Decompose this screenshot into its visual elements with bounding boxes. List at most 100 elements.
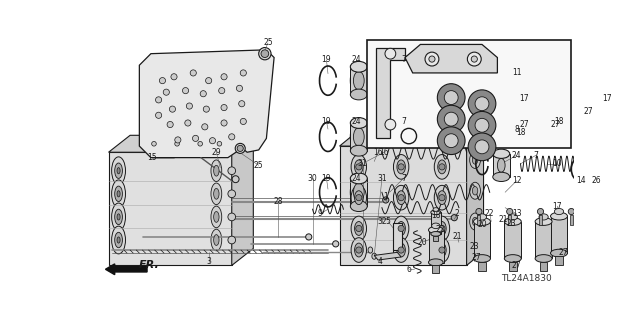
Circle shape [356,164,362,170]
Circle shape [475,140,489,154]
Circle shape [444,112,458,126]
Ellipse shape [333,241,339,247]
Text: 24: 24 [351,117,362,126]
Ellipse shape [581,212,598,220]
Text: 20: 20 [417,238,427,247]
Circle shape [193,135,198,141]
Circle shape [221,74,227,80]
Bar [509,262,516,271]
Ellipse shape [433,208,438,211]
Text: 7: 7 [401,174,406,183]
Polygon shape [405,44,497,73]
Ellipse shape [351,238,367,262]
Circle shape [475,118,489,132]
Text: 22: 22 [485,209,495,218]
Ellipse shape [355,243,363,257]
Circle shape [228,236,236,244]
Circle shape [398,226,404,232]
Circle shape [228,134,235,140]
Circle shape [175,137,181,143]
Ellipse shape [394,238,409,262]
Ellipse shape [539,214,548,220]
Circle shape [240,118,246,124]
Ellipse shape [474,255,490,262]
Text: 19: 19 [322,174,332,183]
Circle shape [444,91,458,105]
Bar [493,154,509,177]
Ellipse shape [350,61,367,72]
Text: 19: 19 [322,117,332,126]
Text: 27: 27 [512,261,522,270]
Bar [433,236,438,241]
Text: 10: 10 [553,159,563,168]
Polygon shape [109,152,232,265]
Text: 6: 6 [406,265,412,274]
Ellipse shape [472,217,478,226]
Text: 18: 18 [516,128,525,137]
Ellipse shape [353,128,364,146]
Ellipse shape [214,235,219,245]
Circle shape [163,89,170,95]
Bar [477,215,481,226]
Text: TL24A1830: TL24A1830 [501,274,552,283]
Ellipse shape [477,214,486,220]
Text: 24: 24 [351,174,362,183]
Circle shape [476,208,482,215]
Circle shape [439,195,445,201]
Circle shape [398,164,404,170]
Ellipse shape [585,208,595,215]
Circle shape [209,137,216,144]
Polygon shape [140,50,274,158]
Ellipse shape [111,157,125,185]
Text: 31: 31 [377,174,387,183]
Text: 13: 13 [512,209,522,218]
Text: 30: 30 [308,174,317,183]
Ellipse shape [535,255,552,262]
Circle shape [204,106,209,112]
Polygon shape [374,252,401,260]
Circle shape [468,90,496,118]
Bar [570,215,573,226]
Circle shape [467,52,481,66]
Ellipse shape [394,185,409,210]
Circle shape [228,167,236,174]
Bar [433,265,439,273]
Text: 24: 24 [512,151,522,160]
Text: 3: 3 [206,257,211,266]
Bar [393,223,402,250]
Ellipse shape [435,238,450,262]
Ellipse shape [470,213,481,230]
Polygon shape [232,135,253,265]
Text: 22: 22 [436,225,445,234]
Ellipse shape [306,234,312,240]
Text: 27: 27 [584,107,593,116]
Ellipse shape [493,172,509,182]
Ellipse shape [397,160,405,174]
Bar [350,123,367,151]
Circle shape [437,127,465,154]
Ellipse shape [470,182,481,199]
Circle shape [219,87,225,94]
Polygon shape [109,135,253,152]
Ellipse shape [429,259,443,266]
Ellipse shape [350,89,367,100]
Text: 23: 23 [506,219,516,227]
Bar [367,40,570,148]
Circle shape [444,134,458,148]
Text: 12: 12 [512,176,522,185]
Circle shape [261,50,269,57]
Text: 1: 1 [383,192,388,201]
Ellipse shape [232,176,239,183]
Text: 20: 20 [477,220,487,229]
Circle shape [385,119,396,130]
Text: FR.: FR. [139,260,160,270]
Ellipse shape [431,232,441,236]
Circle shape [186,103,193,109]
Ellipse shape [493,149,509,159]
Ellipse shape [115,232,122,248]
Ellipse shape [438,243,446,257]
Text: 17: 17 [553,202,563,211]
Text: 27: 27 [471,253,481,262]
Bar [429,230,444,263]
Text: 21: 21 [452,233,462,241]
